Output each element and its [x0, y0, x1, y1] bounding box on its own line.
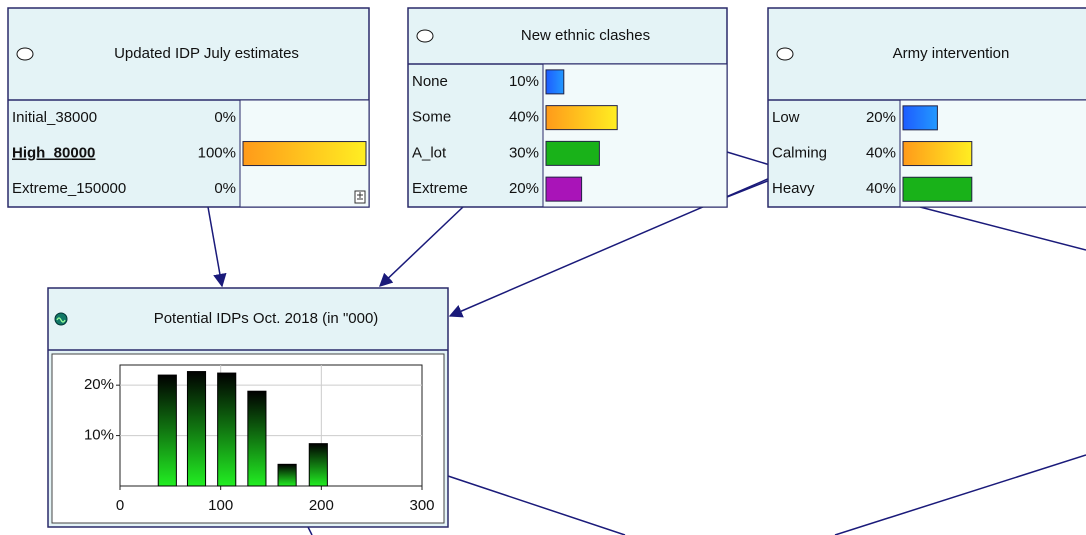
- histogram-bar: [157, 374, 177, 487]
- edge: [919, 206, 1086, 251]
- node-icon: [16, 47, 34, 61]
- state-name: Heavy: [772, 180, 815, 197]
- edge: [207, 206, 227, 288]
- probability-bar: [902, 105, 938, 131]
- histogram-bar: [186, 371, 207, 487]
- probability-bar: [902, 176, 973, 202]
- state-name: Extreme: [412, 180, 468, 197]
- node-title: Army intervention: [893, 45, 1010, 62]
- edge: [726, 151, 771, 166]
- state-probability: 40%: [509, 109, 539, 126]
- state-probability: 40%: [866, 145, 896, 162]
- state-name: A_lot: [412, 144, 447, 161]
- histogram-bar: [277, 463, 297, 487]
- state-probability: 40%: [866, 180, 896, 197]
- x-tick-label: 200: [309, 497, 334, 514]
- state-name: Low: [772, 109, 800, 126]
- probability-bar: [242, 141, 367, 167]
- node-title: Updated IDP July estimates: [114, 45, 299, 62]
- probability-bar: [545, 105, 618, 131]
- state-probability: 0%: [214, 180, 236, 197]
- node-icon: [416, 29, 434, 43]
- x-tick-label: 300: [409, 497, 434, 514]
- state-name: Calming: [772, 145, 827, 162]
- node-icon-wave: [56, 317, 66, 323]
- state-probability: 30%: [509, 144, 539, 161]
- edge: [447, 475, 626, 535]
- node: Potential IDPs Oct. 2018 (in "000) 0 100 20…: [47, 287, 449, 528]
- y-tick-label: 10%: [84, 427, 114, 444]
- histogram-bar: [247, 390, 267, 487]
- state-name: High_80000: [12, 145, 95, 162]
- edge: [834, 454, 1086, 535]
- state-probability: 100%: [198, 145, 236, 162]
- state-name: None: [412, 73, 448, 90]
- state-probability: 0%: [214, 109, 236, 126]
- node: New ethnic clashes None 10% Some 40% A_lot 30%…: [407, 7, 728, 208]
- x-tick-label: 100: [208, 497, 233, 514]
- probability-bar: [545, 176, 583, 202]
- x-tick-label: 0: [116, 497, 124, 514]
- state-probability: 20%: [866, 109, 896, 126]
- state-probability: 10%: [509, 73, 539, 90]
- edge: [379, 206, 464, 287]
- histogram-bar: [217, 372, 237, 487]
- node: Updated IDP July estimates Initial_38000 0…: [7, 7, 370, 208]
- probability-bar: [902, 141, 973, 167]
- state-name: Extreme_150000: [12, 180, 126, 197]
- edge: [726, 179, 771, 198]
- node-title: Potential IDPs Oct. 2018 (in "000): [154, 310, 379, 327]
- state-name: Initial_38000: [12, 109, 97, 126]
- probability-bar: [545, 140, 600, 166]
- expand-icon-glyph: [357, 192, 363, 200]
- node-icon: [776, 47, 794, 61]
- state-name: Some: [412, 109, 451, 126]
- histogram-bar: [308, 443, 328, 487]
- node-title: New ethnic clashes: [521, 27, 650, 44]
- edge: [307, 526, 313, 535]
- probability-bar: [545, 69, 565, 95]
- node: Army intervention Low 20% Calming 40% Heavy 40…: [767, 7, 1086, 208]
- state-probability: 20%: [509, 180, 539, 197]
- y-tick-label: 20%: [84, 376, 114, 393]
